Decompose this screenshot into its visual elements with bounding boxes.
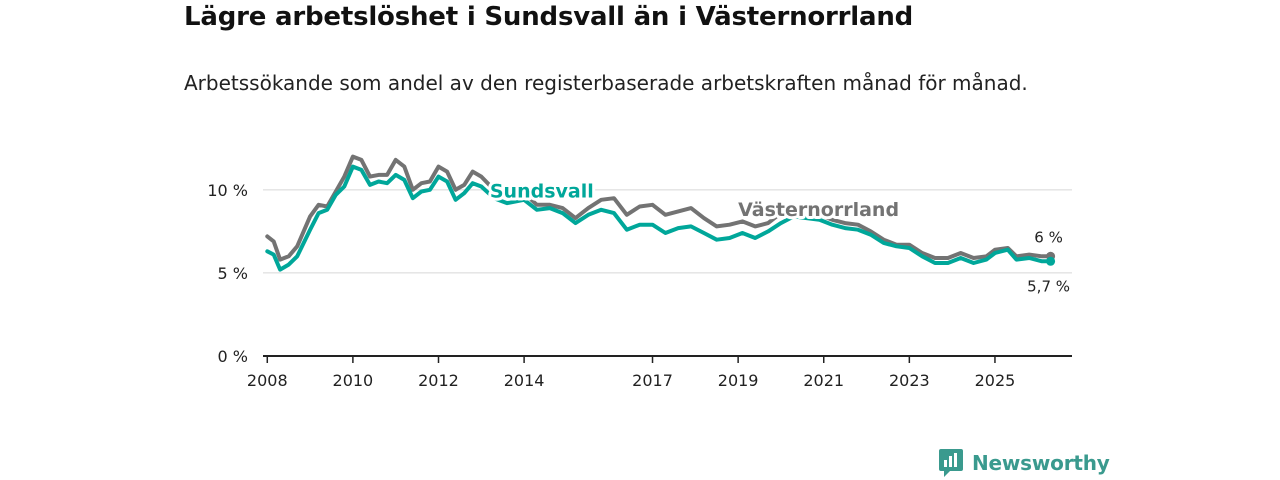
x-tick-label: 2010 [333,371,374,390]
x-tick-label: 2008 [247,371,288,390]
y-tick-label: 0 % [218,347,248,366]
series-name-label: Sundsvall [490,181,594,203]
newsworthy-chart-icon [939,449,963,477]
x-tick-label: 2012 [418,371,459,390]
y-tick-label: 10 % [207,181,248,200]
x-tick-label: 2019 [718,371,759,390]
newsworthy-logo: Newsworthy [938,448,1110,478]
x-tick-label: 2014 [504,371,545,390]
series-endpoint-sundsvall [1046,256,1056,266]
series-lines [265,154,1056,272]
x-tick-label: 2025 [975,371,1016,390]
annotations: Sundsvall Västernorrland 6 % 5,7 % [487,178,1072,298]
brand-name: Newsworthy [972,451,1110,475]
end-value-label: 6 % [1034,228,1063,246]
series-line-sundsvall [265,164,1053,272]
chart-title: Lägre arbetslöshet i Sundsvall än i Väst… [184,2,914,32]
x-tick-label: 2023 [889,371,930,390]
y-tick-label: 5 % [218,264,248,283]
chart-subtitle: Arbetssökande som andel av den registerb… [184,71,1028,95]
x-tick-label: 2021 [803,371,844,390]
x-tick-label: 2017 [632,371,673,390]
gridlines [263,189,1072,357]
x-axis-ticks: 2008 2010 2012 2014 2017 2019 2021 2023 2025 [247,356,1015,390]
series-line-vasternorrland [265,154,1053,262]
series-name-label: Västernorrland [738,199,899,221]
y-axis-ticks: 0 % 5 % 10 % [207,181,248,366]
end-value-label: 5,7 % [1027,277,1070,295]
